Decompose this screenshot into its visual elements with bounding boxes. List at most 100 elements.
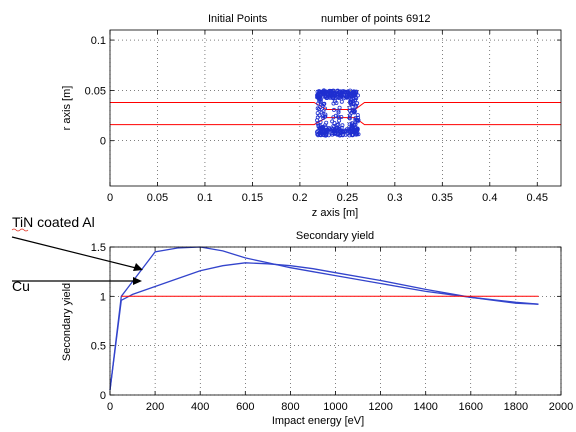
point-marker bbox=[327, 88, 332, 93]
point-marker bbox=[347, 129, 352, 134]
point-marker bbox=[351, 127, 356, 132]
top-data bbox=[110, 88, 561, 138]
point-marker bbox=[317, 90, 322, 95]
bottom-ylabel: Secondary yield bbox=[61, 283, 73, 361]
point-marker bbox=[336, 108, 341, 113]
bottom-plot-area bbox=[110, 247, 561, 395]
point-marker bbox=[323, 133, 328, 138]
point-marker bbox=[353, 104, 358, 109]
point-marker bbox=[338, 131, 343, 136]
top-title-left: Initial Points bbox=[208, 13, 268, 25]
bottom-data bbox=[109, 246, 539, 391]
bottom-title: Secondary yield bbox=[296, 230, 374, 242]
point-marker bbox=[355, 93, 360, 98]
point-marker bbox=[322, 94, 327, 99]
x-tick-label: 0.45 bbox=[527, 192, 548, 204]
yield-curve-1 bbox=[109, 246, 539, 391]
y-tick-label: 0 bbox=[100, 136, 106, 148]
point-marker bbox=[319, 110, 324, 115]
point-marker bbox=[329, 94, 334, 99]
point-marker bbox=[315, 132, 320, 137]
point-marker bbox=[317, 113, 322, 118]
y-tick-label: 1.5 bbox=[91, 242, 106, 254]
point-marker bbox=[355, 113, 360, 118]
point-marker bbox=[331, 115, 336, 120]
point-marker bbox=[355, 119, 360, 124]
point-marker bbox=[316, 96, 321, 101]
top-plot-area bbox=[110, 30, 561, 186]
x-tick-label: 0.15 bbox=[242, 192, 263, 204]
point-marker bbox=[332, 90, 337, 95]
tin-arrow bbox=[11, 236, 137, 269]
point-marker bbox=[319, 90, 324, 95]
point-marker bbox=[315, 121, 320, 126]
top-title-right: number of points 6912 bbox=[321, 13, 430, 25]
point-marker bbox=[337, 128, 342, 133]
point-marker bbox=[347, 122, 352, 127]
point-marker bbox=[324, 120, 329, 125]
x-tick-label: 1800 bbox=[504, 401, 528, 413]
point-marker bbox=[339, 115, 344, 120]
x-tick-label: 1200 bbox=[368, 401, 392, 413]
point-marker bbox=[350, 107, 355, 112]
cu-arrowhead bbox=[133, 277, 142, 285]
point-marker bbox=[342, 90, 347, 95]
point-marker bbox=[332, 121, 337, 126]
point-marker bbox=[351, 102, 356, 107]
point-marker bbox=[330, 128, 335, 133]
x-tick-label: 0.3 bbox=[387, 192, 402, 204]
point-marker bbox=[354, 126, 359, 131]
x-tick-label: 600 bbox=[236, 401, 254, 413]
point-marker bbox=[347, 113, 352, 118]
x-tick-label: 0.05 bbox=[147, 192, 168, 204]
point-marker bbox=[347, 105, 352, 110]
point-cloud bbox=[314, 88, 361, 138]
x-tick-label: 0.25 bbox=[337, 192, 358, 204]
spellcheck-underline bbox=[11, 228, 29, 232]
point-marker bbox=[340, 123, 345, 128]
point-marker bbox=[348, 94, 353, 99]
bottom-xlabel: Impact energy [eV] bbox=[272, 415, 364, 427]
point-marker bbox=[354, 130, 359, 135]
x-tick-label: 1600 bbox=[459, 401, 483, 413]
point-marker bbox=[351, 91, 356, 96]
top-axes-box bbox=[109, 29, 562, 187]
top-ticks: 0 0.05 0.1 0.15 0.2 0.25 0.3 0.35 0.4 0.45 0 0.05 0.… bbox=[85, 30, 561, 204]
y-tick-label: 0 bbox=[100, 390, 106, 402]
top-axes: 0 0.05 0.1 0.15 0.2 0.25 0.3 0.35 0.4 0.45 0 0.05 0.… bbox=[61, 13, 562, 219]
point-marker bbox=[336, 110, 341, 115]
point-marker bbox=[332, 99, 337, 104]
x-tick-label: 1400 bbox=[413, 401, 437, 413]
y-tick-label: 1 bbox=[100, 291, 106, 303]
point-marker bbox=[318, 124, 323, 129]
point-marker bbox=[322, 106, 327, 111]
x-tick-label: 0.2 bbox=[292, 192, 307, 204]
bottom-axes: 0 200 400 600 800 1000 1200 1400 1600 1800 2000 0 0.… bbox=[61, 230, 573, 427]
point-marker bbox=[339, 94, 344, 99]
y-tick-label: 0.05 bbox=[85, 85, 106, 97]
x-tick-label: 800 bbox=[281, 401, 299, 413]
point-marker bbox=[347, 115, 352, 120]
point-marker bbox=[353, 98, 358, 103]
x-tick-label: 0.1 bbox=[197, 192, 212, 204]
bottom-ticks: 0 200 400 600 800 1000 1200 1400 1600 1800 2000 0 0.… bbox=[91, 242, 574, 413]
point-marker bbox=[348, 99, 353, 104]
x-tick-label: 0.35 bbox=[432, 192, 453, 204]
x-tick-label: 400 bbox=[191, 401, 209, 413]
top-ylabel: r axis [m] bbox=[61, 86, 73, 131]
point-marker bbox=[344, 95, 349, 100]
point-marker bbox=[343, 132, 348, 137]
point-marker bbox=[331, 107, 336, 112]
y-tick-label: 0.1 bbox=[91, 35, 106, 47]
point-marker bbox=[339, 125, 344, 130]
point-marker bbox=[317, 95, 322, 100]
point-marker bbox=[339, 99, 344, 104]
point-marker bbox=[335, 125, 340, 130]
x-tick-label: 200 bbox=[146, 401, 164, 413]
annotation-cu: Cu bbox=[12, 278, 30, 294]
point-marker bbox=[319, 129, 324, 134]
x-tick-label: 0 bbox=[107, 192, 113, 204]
point-marker bbox=[320, 103, 325, 108]
